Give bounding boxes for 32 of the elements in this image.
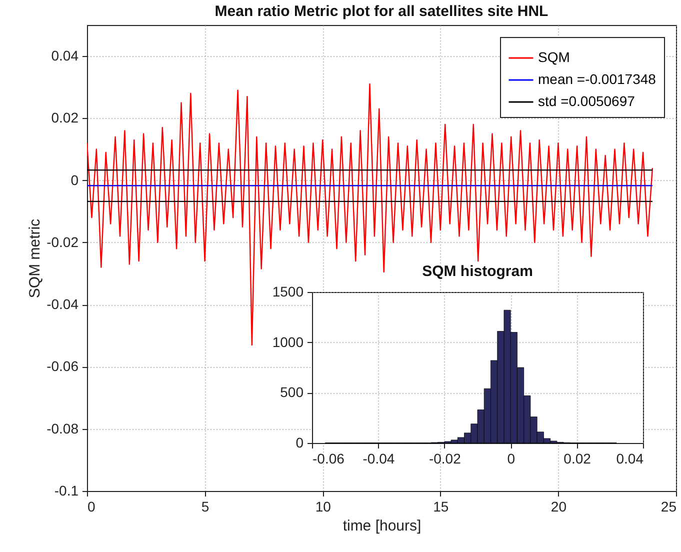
x-tick-label: -0.04: [362, 450, 395, 466]
x-tick-label: 0: [88, 498, 96, 514]
x-tick-label: 0.04: [616, 450, 644, 466]
y-tick-label: 0.02: [51, 110, 79, 126]
legend-label: std =0.0050697: [538, 93, 636, 109]
y-tick-label: 500: [280, 384, 304, 400]
x-tick-label: -0.02: [428, 450, 462, 466]
x-tick-label: -0.06: [312, 450, 345, 466]
y-tick-label: 1000: [272, 334, 304, 350]
x-tick-label: 20: [550, 498, 567, 514]
x-tick-label: 25: [660, 498, 677, 514]
x-axis-title: time [hours]: [342, 518, 422, 534]
x-tick-label: 5: [201, 498, 210, 514]
x-tick-label: 0.02: [564, 450, 592, 466]
y-tick-label: -0.02: [46, 234, 79, 250]
x-tick-label: 0: [507, 450, 516, 466]
line-series: [87, 83, 654, 346]
y-tick-label: 1500: [272, 284, 304, 300]
legend-label: SQM: [538, 49, 570, 65]
chart-title: SQM histogram: [422, 263, 533, 280]
x-tick-label: 10: [315, 498, 332, 514]
y-tick-label: 0: [70, 172, 79, 188]
y-tick-label: 0: [296, 434, 304, 450]
y-axis-title: SQM metric: [26, 218, 44, 298]
x-tick-label: 15: [433, 498, 449, 514]
chart-title: Mean ratio Metric plot for all satellites site HNL: [214, 3, 548, 20]
y-tick-label: -0.04: [46, 296, 79, 312]
y-tick-label: -0.1: [54, 482, 79, 498]
y-tick-label: -0.06: [46, 358, 79, 374]
y-tick-label: -0.08: [46, 420, 79, 436]
y-tick-label: 0.04: [51, 48, 79, 64]
legend-label: mean =-0.0017348: [538, 71, 656, 87]
